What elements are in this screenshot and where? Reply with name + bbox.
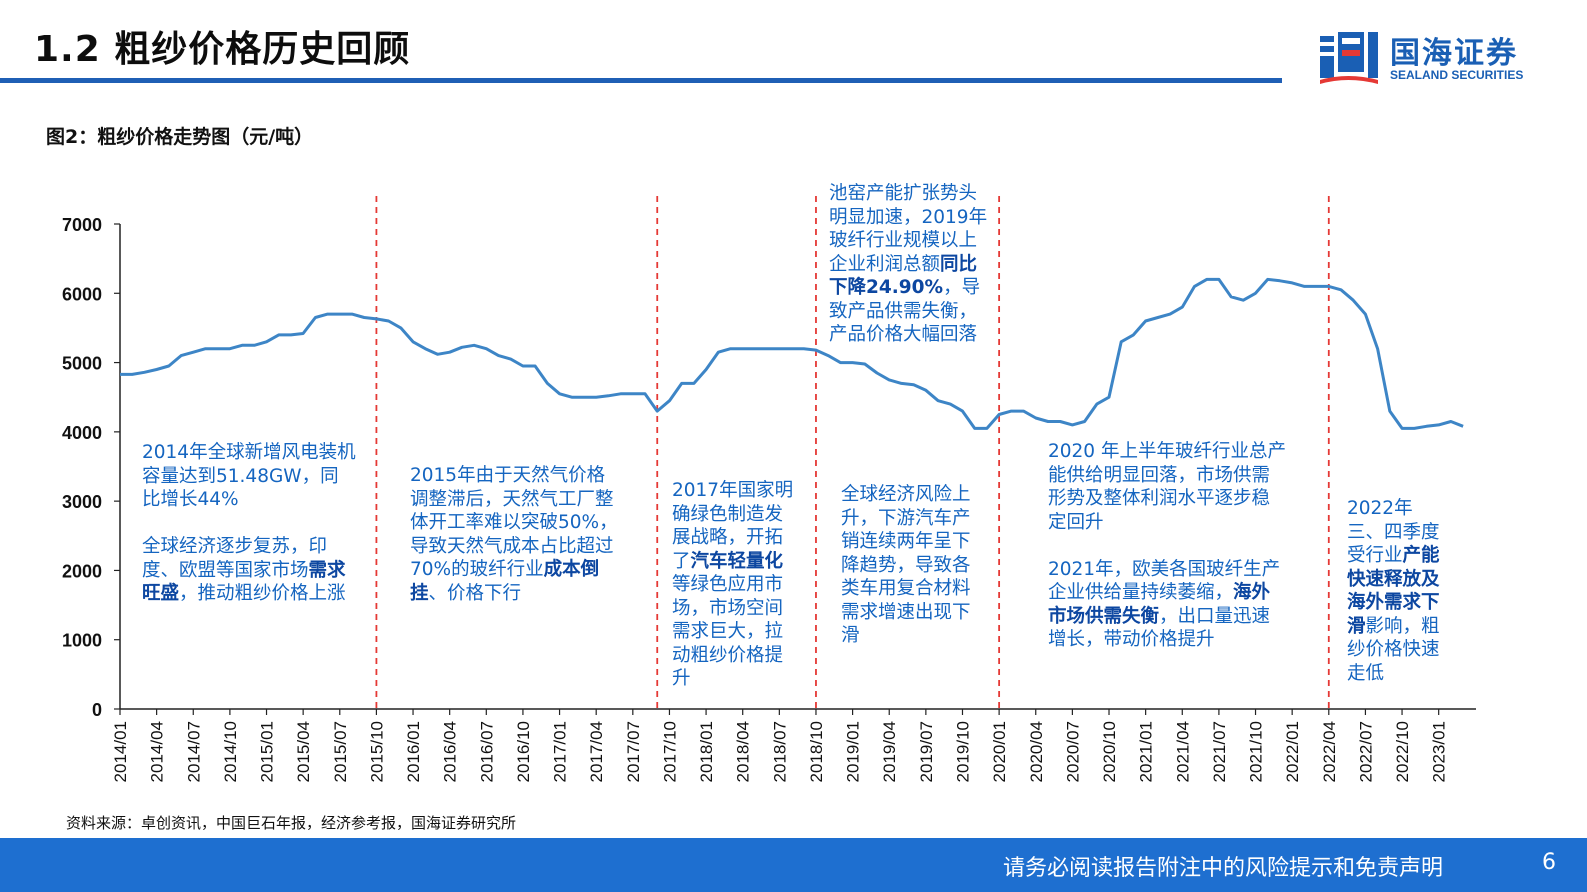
x-tick-label: 2021/01 <box>1137 721 1156 782</box>
x-tick-label: 2014/10 <box>221 721 240 782</box>
price-series-line <box>120 277 1464 430</box>
annotation-text: 等绿色应用市场，市场空间需求巨大，拉动粗纱价格提升 <box>672 574 784 689</box>
annotation-text: ，出口量迅速增长，带动价格提升 <box>1048 605 1271 651</box>
y-tick-label: 6000 <box>62 284 102 304</box>
x-tick-label: 2014/01 <box>111 721 130 782</box>
x-tick-label: 2019/04 <box>880 721 899 782</box>
annotation-text: 、价格下行 <box>428 582 522 604</box>
annotation-2017: 2017年国家明确绿色制造发展战略，开拓了汽车轻量化等绿色应用市场，市场空间需求… <box>672 479 800 691</box>
x-tick-label: 2015/10 <box>367 721 386 782</box>
x-tick-label: 2016/07 <box>477 721 496 782</box>
annotation-2018: 池窑产能扩张势头明显加速，2019年玻纤行业规模以上企业利润总额同比下降24.9… <box>829 182 991 347</box>
y-tick-label: 5000 <box>62 354 102 374</box>
source-note: 资料来源：卓创资讯，中国巨石年报，经济参考报，国海证券研究所 <box>66 814 517 832</box>
x-tick-label: 2020/04 <box>1027 721 1046 782</box>
annotation-highlight: 需求旺盛 <box>142 559 346 605</box>
annotation-text: 2015年由于天然气价格调整滞后，天然气工厂整体开工率难以突破50%，导致天然气… <box>410 465 618 580</box>
x-tick-label: 2022/07 <box>1356 721 1375 782</box>
title-divider <box>0 78 1282 83</box>
annotation-text: 全球经济逐步复苏，印度、欧盟等国家市场 <box>142 536 328 581</box>
annotation-2020: 2020 年上半年玻纤行业总产能供给明显回落，市场供需形势及整体利润水平逐步稳定… <box>1048 440 1288 652</box>
annotation-2015: 2015年由于天然气价格调整滞后，天然气工厂整体开工率难以突破50%，导致天然气… <box>410 464 620 605</box>
x-tick-label: 2018/10 <box>807 721 826 782</box>
x-tick-label: 2020/01 <box>990 721 1009 782</box>
x-tick-label: 2019/01 <box>844 721 863 782</box>
y-tick-label: 3000 <box>62 492 102 512</box>
annotation-text: 2022年三、四季度受行业 <box>1347 498 1440 566</box>
annotation-text: 2021年，欧美各国玻纤生产企业供给量持续萎缩， <box>1048 558 1281 604</box>
x-tick-label: 2022/10 <box>1393 721 1412 782</box>
x-tick-label: 2017/10 <box>660 721 679 782</box>
footer-bar <box>0 838 1587 892</box>
x-tick-label: 2021/04 <box>1173 721 1192 782</box>
x-tick-label: 2018/07 <box>770 721 789 782</box>
annotation-2022: 2022年三、四季度受行业产能快速释放及海外需求下滑影响，粗纱价格快速走低 <box>1347 497 1449 685</box>
logo-name: 国海证券 <box>1390 36 1518 71</box>
annotation-text: 2014年全球新增风电装机容量达到51.48GW，同比增长44% <box>142 442 356 510</box>
x-tick-label: 2016/10 <box>514 721 533 782</box>
y-tick-label: 1000 <box>62 631 102 651</box>
x-tick-label: 2022/04 <box>1320 721 1339 782</box>
y-tick-label: 7000 <box>62 215 102 235</box>
x-tick-label: 2016/04 <box>441 721 460 782</box>
annotation-text: 影响，粗纱价格快速走低 <box>1347 615 1440 684</box>
figure-caption: 图2：粗纱价格走势图（元/吨） <box>46 126 314 148</box>
annotation-text: 2020 年上半年玻纤行业总产能供给明显回落，市场供需形势及整体利润水平逐步稳定… <box>1048 441 1286 533</box>
x-tick-label: 2015/07 <box>331 721 350 782</box>
annotation-2019: 全球经济风险上升，下游汽车产销连续两年呈下降趋势，导致各类车用复合材料需求增速出… <box>841 483 981 648</box>
annotation-highlight: 海外市场供需失衡 <box>1048 582 1271 627</box>
annotation-text: ，导致产品供需失衡，产品价格大幅回落 <box>829 277 981 345</box>
x-tick-label: 2017/07 <box>624 721 643 782</box>
x-tick-label: 2018/04 <box>734 721 753 782</box>
x-tick-label: 2015/04 <box>294 721 313 782</box>
annotation-highlight: 成本倒挂 <box>410 559 600 604</box>
x-tick-label: 2020/07 <box>1063 721 1082 782</box>
x-tick-label: 2016/01 <box>404 721 423 782</box>
annotation-highlight: 产能快速释放及海外需求下滑 <box>1347 545 1440 637</box>
x-tick-label: 2023/01 <box>1430 721 1449 782</box>
x-tick-label: 2014/04 <box>148 721 167 782</box>
page-number: 6 <box>1542 850 1556 875</box>
x-tick-label: 2017/01 <box>551 721 570 782</box>
x-tick-label: 2019/07 <box>917 721 936 782</box>
annotation-highlight: 汽车轻量化 <box>690 550 784 572</box>
logo-en: SEALAND SECURITIES <box>1390 68 1524 82</box>
annotation-2014: 2014年全球新增风电装机容量达到51.48GW，同比增长44% 全球经济逐步复苏… <box>142 441 357 606</box>
x-tick-label: 2017/04 <box>587 721 606 782</box>
x-tick-label: 2020/10 <box>1100 721 1119 782</box>
y-tick-label: 4000 <box>62 423 102 443</box>
disclaimer-text: 请务必阅读报告附注中的风险提示和免责声明 <box>1003 856 1444 881</box>
x-tick-label: 2018/01 <box>697 721 716 782</box>
y-tick-label: 2000 <box>62 561 102 581</box>
x-tick-label: 2021/10 <box>1247 721 1266 782</box>
annotation-text: 全球经济风险上升，下游汽车产销连续两年呈下降趋势，导致各类车用复合材料需求增速出… <box>841 484 971 646</box>
x-tick-label: 2022/01 <box>1283 721 1302 782</box>
annotation-highlight: 同比下降24.90% <box>829 253 978 299</box>
annotation-text: 池窑产能扩张势头明显加速，2019年玻纤行业规模以上企业利润总额 <box>829 183 988 275</box>
annotation-text: ，推动粗纱价格上涨 <box>179 583 346 604</box>
y-tick-label: 0 <box>92 700 102 720</box>
x-tick-label: 2014/07 <box>184 721 203 782</box>
annotation-text: 2017年国家明确绿色制造发展战略，开拓了 <box>672 480 794 572</box>
page-title: 1.2 粗纱价格历史回顾 <box>34 29 411 70</box>
x-tick-label: 2021/07 <box>1210 721 1229 782</box>
x-tick-label: 2019/10 <box>953 721 972 782</box>
sealand-logo-icon <box>1320 32 1378 84</box>
x-tick-label: 2015/01 <box>258 721 277 782</box>
